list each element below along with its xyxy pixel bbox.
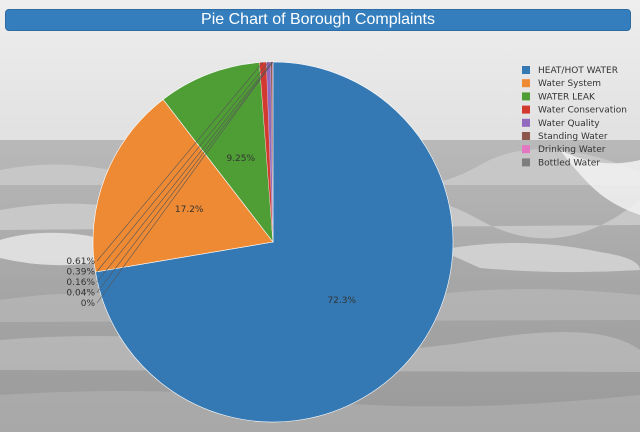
legend-label-bottled-water: Bottled Water xyxy=(538,158,600,168)
legend-item-water-quality[interactable]: Water Quality xyxy=(522,118,600,129)
slice-label-water-conservation: 0.61% xyxy=(66,257,95,267)
slice-leader-bottled-water xyxy=(96,61,274,304)
legend-label-standing-water: Standing Water xyxy=(538,132,608,142)
pie-slice-heat-hot-water[interactable] xyxy=(95,61,454,423)
slice-leader-standing-water xyxy=(96,61,272,283)
pie-labels: 72.3% 17.2% 9.25% 0.61%0.39%0.16%0.04%0% xyxy=(66,61,356,309)
slice-label-heat-hot-water: 72.3% xyxy=(327,296,356,306)
slice-leader-water-conservation xyxy=(96,62,264,262)
legend-swatch-drinking-water xyxy=(522,145,530,154)
legend-swatch-bottled-water xyxy=(522,158,530,167)
legend-item-water-leak[interactable]: WATER LEAK xyxy=(522,92,596,102)
legend-label-water-system: Water System xyxy=(538,79,601,89)
slice-label-water-quality: 0.39% xyxy=(66,268,95,278)
legend-swatch-standing-water xyxy=(522,132,530,140)
legend-item-standing-water[interactable]: Standing Water xyxy=(522,132,608,142)
legend-label-water-leak: WATER LEAK xyxy=(538,92,596,102)
legend-swatch-water-system xyxy=(522,79,530,88)
pie-slices xyxy=(92,61,454,423)
legend-label-heat-hot-water: HEAT/HOT WATER xyxy=(538,66,618,76)
slice-label-water-system: 17.2% xyxy=(175,205,204,215)
legend-swatch-water-conservation xyxy=(522,105,530,114)
legend-label-water-quality: Water Quality xyxy=(538,119,600,129)
legend-swatch-heat-hot-water xyxy=(522,66,530,74)
slice-leader-water-quality xyxy=(96,61,269,272)
slice-label-water-leak: 9.25% xyxy=(226,154,255,164)
chart-title: Pie Chart of Borough Complaints xyxy=(5,9,631,31)
legend-swatch-water-quality xyxy=(522,118,530,127)
legend-item-water-conservation[interactable]: Water Conservation xyxy=(522,105,627,116)
slice-label-bottled-water: 0% xyxy=(81,299,96,309)
pie-slice-water-leak[interactable] xyxy=(162,62,274,243)
legend-item-water-system[interactable]: Water System xyxy=(522,79,601,89)
legend-item-bottled-water[interactable]: Bottled Water xyxy=(522,158,600,168)
legend: HEAT/HOT WATER Water System WATER LEAK Wate… xyxy=(522,66,627,168)
legend-swatch-water-leak xyxy=(522,92,530,101)
slice-label-standing-water: 0.16% xyxy=(66,278,95,288)
legend-label-drinking-water: Drinking Water xyxy=(538,145,606,155)
legend-item-drinking-water[interactable]: Drinking Water xyxy=(522,145,606,155)
legend-label-water-conservation: Water Conservation xyxy=(538,106,627,116)
slice-label-drinking-water: 0.04% xyxy=(66,289,95,299)
slice-leader-drinking-water xyxy=(96,61,274,293)
legend-item-heat-hot-water[interactable]: HEAT/HOT WATER xyxy=(522,66,618,76)
